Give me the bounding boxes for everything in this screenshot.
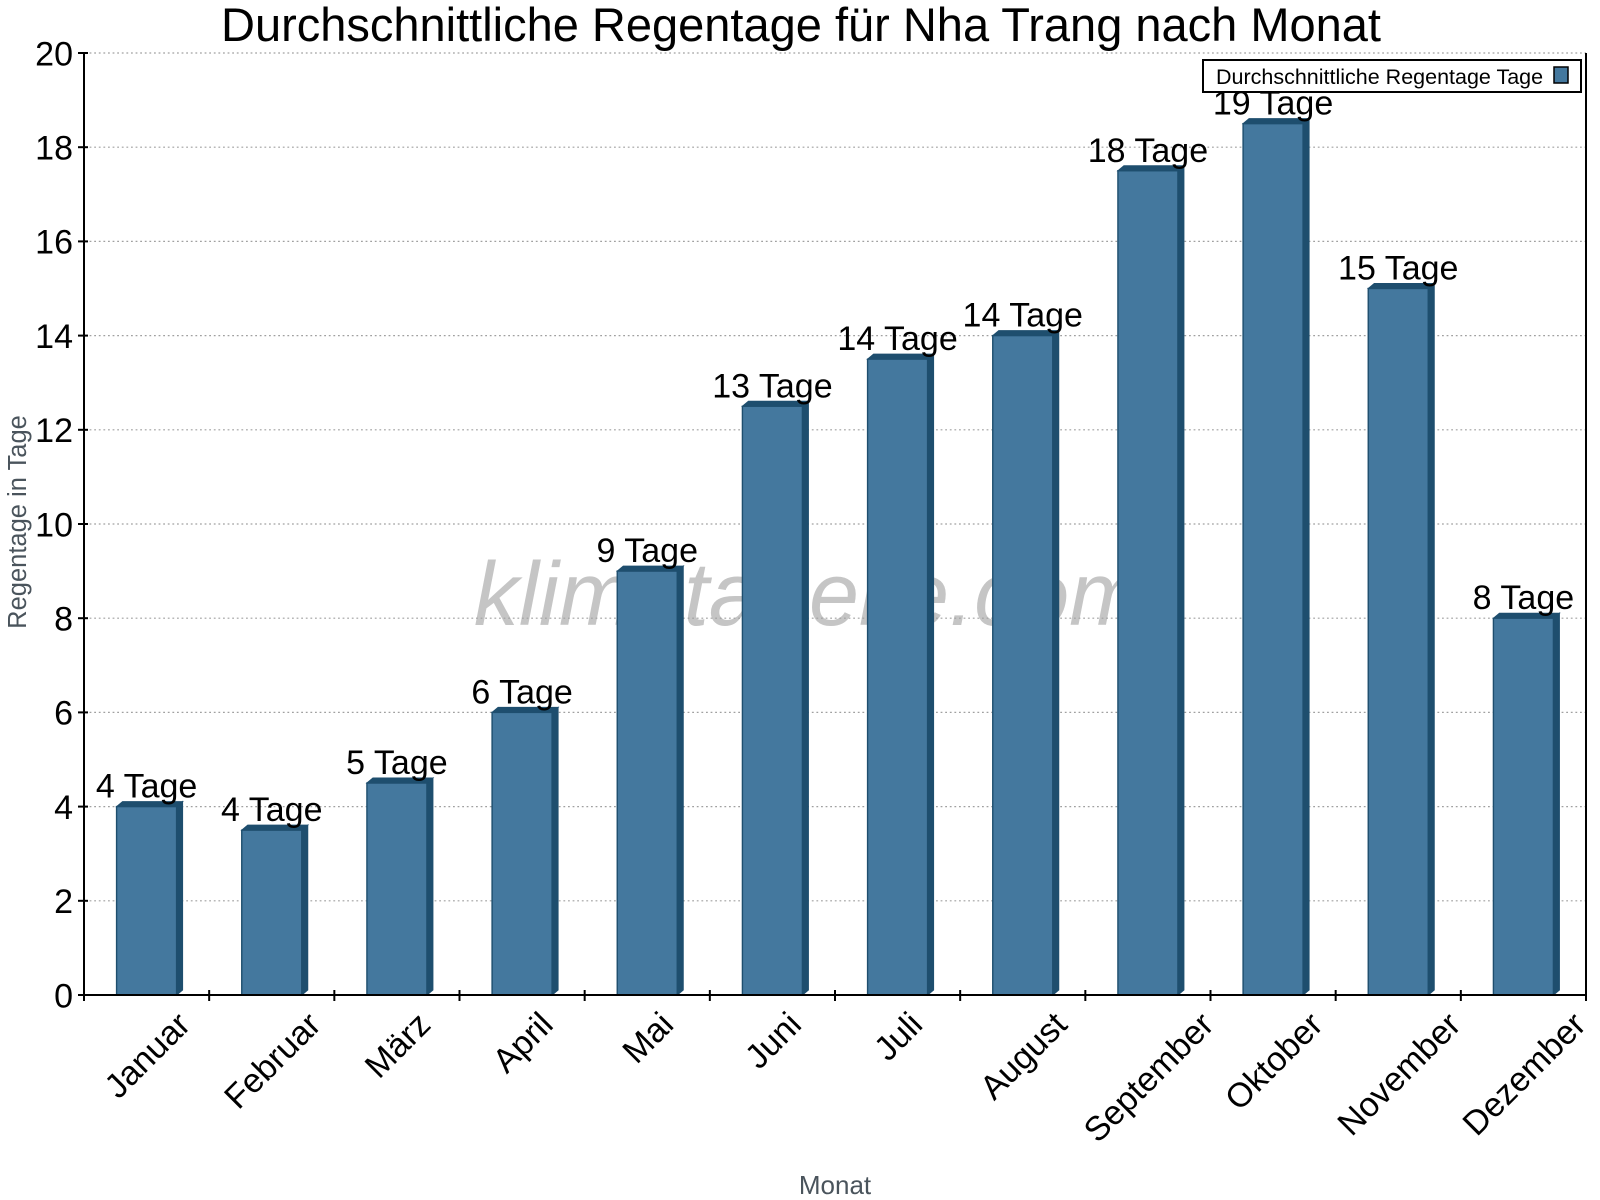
bar-value-label: 4 Tage bbox=[96, 768, 197, 806]
bar-value-label: 9 Tage bbox=[597, 532, 698, 570]
legend-swatch bbox=[1553, 66, 1569, 84]
bar-februar bbox=[240, 824, 310, 997]
bar-dezember bbox=[1492, 612, 1561, 997]
bar-value-label: 18 Tage bbox=[1088, 132, 1208, 170]
bar-front-face bbox=[992, 334, 1054, 996]
bar-front-face bbox=[241, 829, 303, 996]
bar-front-face bbox=[1367, 287, 1429, 996]
bar-value-label: 8 Tage bbox=[1473, 579, 1574, 617]
y-axis-title: Regentage in Tage bbox=[4, 415, 32, 629]
bar-value-label: 14 Tage bbox=[837, 320, 957, 358]
bar-front-face bbox=[866, 358, 929, 996]
bar-side-face bbox=[176, 800, 184, 997]
bar-september bbox=[1116, 164, 1186, 997]
bar-front-face bbox=[366, 782, 428, 996]
bar-august bbox=[991, 329, 1061, 997]
bar-value-label: 13 Tage bbox=[712, 367, 832, 405]
bar-side-face bbox=[301, 824, 309, 997]
legend: Durchschnittliche Regentage Tage bbox=[1202, 59, 1582, 93]
y-tick-label: 2 bbox=[54, 883, 73, 921]
bar-juni bbox=[741, 400, 810, 997]
bar-side-face bbox=[1302, 117, 1310, 997]
bar-front-face bbox=[115, 805, 178, 996]
bar-front-face bbox=[1117, 170, 1179, 996]
bar-side-face bbox=[676, 565, 684, 997]
legend-label: Durchschnittliche Regentage Tage bbox=[1216, 65, 1543, 89]
bar-oktober bbox=[1241, 117, 1311, 997]
bars bbox=[115, 117, 1561, 997]
y-tick-label: 8 bbox=[54, 601, 73, 639]
bar-value-label: 4 Tage bbox=[221, 791, 322, 829]
x-axis-title: Monat bbox=[799, 1170, 872, 1200]
bar-side-face bbox=[1177, 164, 1185, 997]
y-tick-label: 6 bbox=[54, 695, 73, 733]
gridlines bbox=[85, 52, 1586, 902]
y-tick-labels: 0 2 4 6 8 10 12 14 16 18 20 bbox=[35, 35, 73, 1015]
bar-front-face bbox=[1492, 617, 1555, 996]
bar-value-label: 6 Tage bbox=[471, 673, 572, 711]
y-tick-label: 10 bbox=[35, 506, 73, 544]
bar-front-face bbox=[1242, 122, 1304, 996]
y-tick-label: 12 bbox=[35, 412, 73, 450]
y-tick-label: 20 bbox=[35, 35, 73, 73]
bar-side-face bbox=[1052, 329, 1060, 997]
bar-januar bbox=[115, 800, 184, 997]
bar-value-label: 5 Tage bbox=[346, 744, 447, 782]
bar-side-face bbox=[1552, 612, 1560, 997]
bar-juli bbox=[866, 353, 935, 997]
axes bbox=[78, 52, 1587, 1001]
legend-box bbox=[1202, 59, 1582, 93]
bar-side-face bbox=[801, 400, 809, 997]
bar-front-face bbox=[741, 405, 804, 996]
bar-value-label: 14 Tage bbox=[963, 297, 1083, 335]
bar-side-face bbox=[426, 776, 434, 997]
bar-value-label: 15 Tage bbox=[1338, 250, 1458, 288]
bar-front-face bbox=[616, 570, 678, 996]
bar-side-face bbox=[927, 353, 935, 997]
bar-april bbox=[490, 706, 560, 997]
bar-mai bbox=[615, 565, 685, 997]
bar-märz bbox=[365, 776, 435, 997]
bar-front-face bbox=[491, 711, 553, 996]
y-tick-label: 14 bbox=[35, 318, 73, 356]
y-tick-label: 0 bbox=[54, 977, 73, 1015]
bar-november bbox=[1366, 282, 1436, 997]
bar-side-face bbox=[1427, 282, 1435, 997]
y-tick-label: 16 bbox=[35, 224, 73, 262]
y-tick-label: 4 bbox=[54, 789, 73, 827]
chart-title: Durchschnittliche Regentage für Nha Tran… bbox=[221, 0, 1381, 51]
bar-side-face bbox=[551, 706, 559, 997]
y-tick-label: 18 bbox=[35, 130, 73, 168]
